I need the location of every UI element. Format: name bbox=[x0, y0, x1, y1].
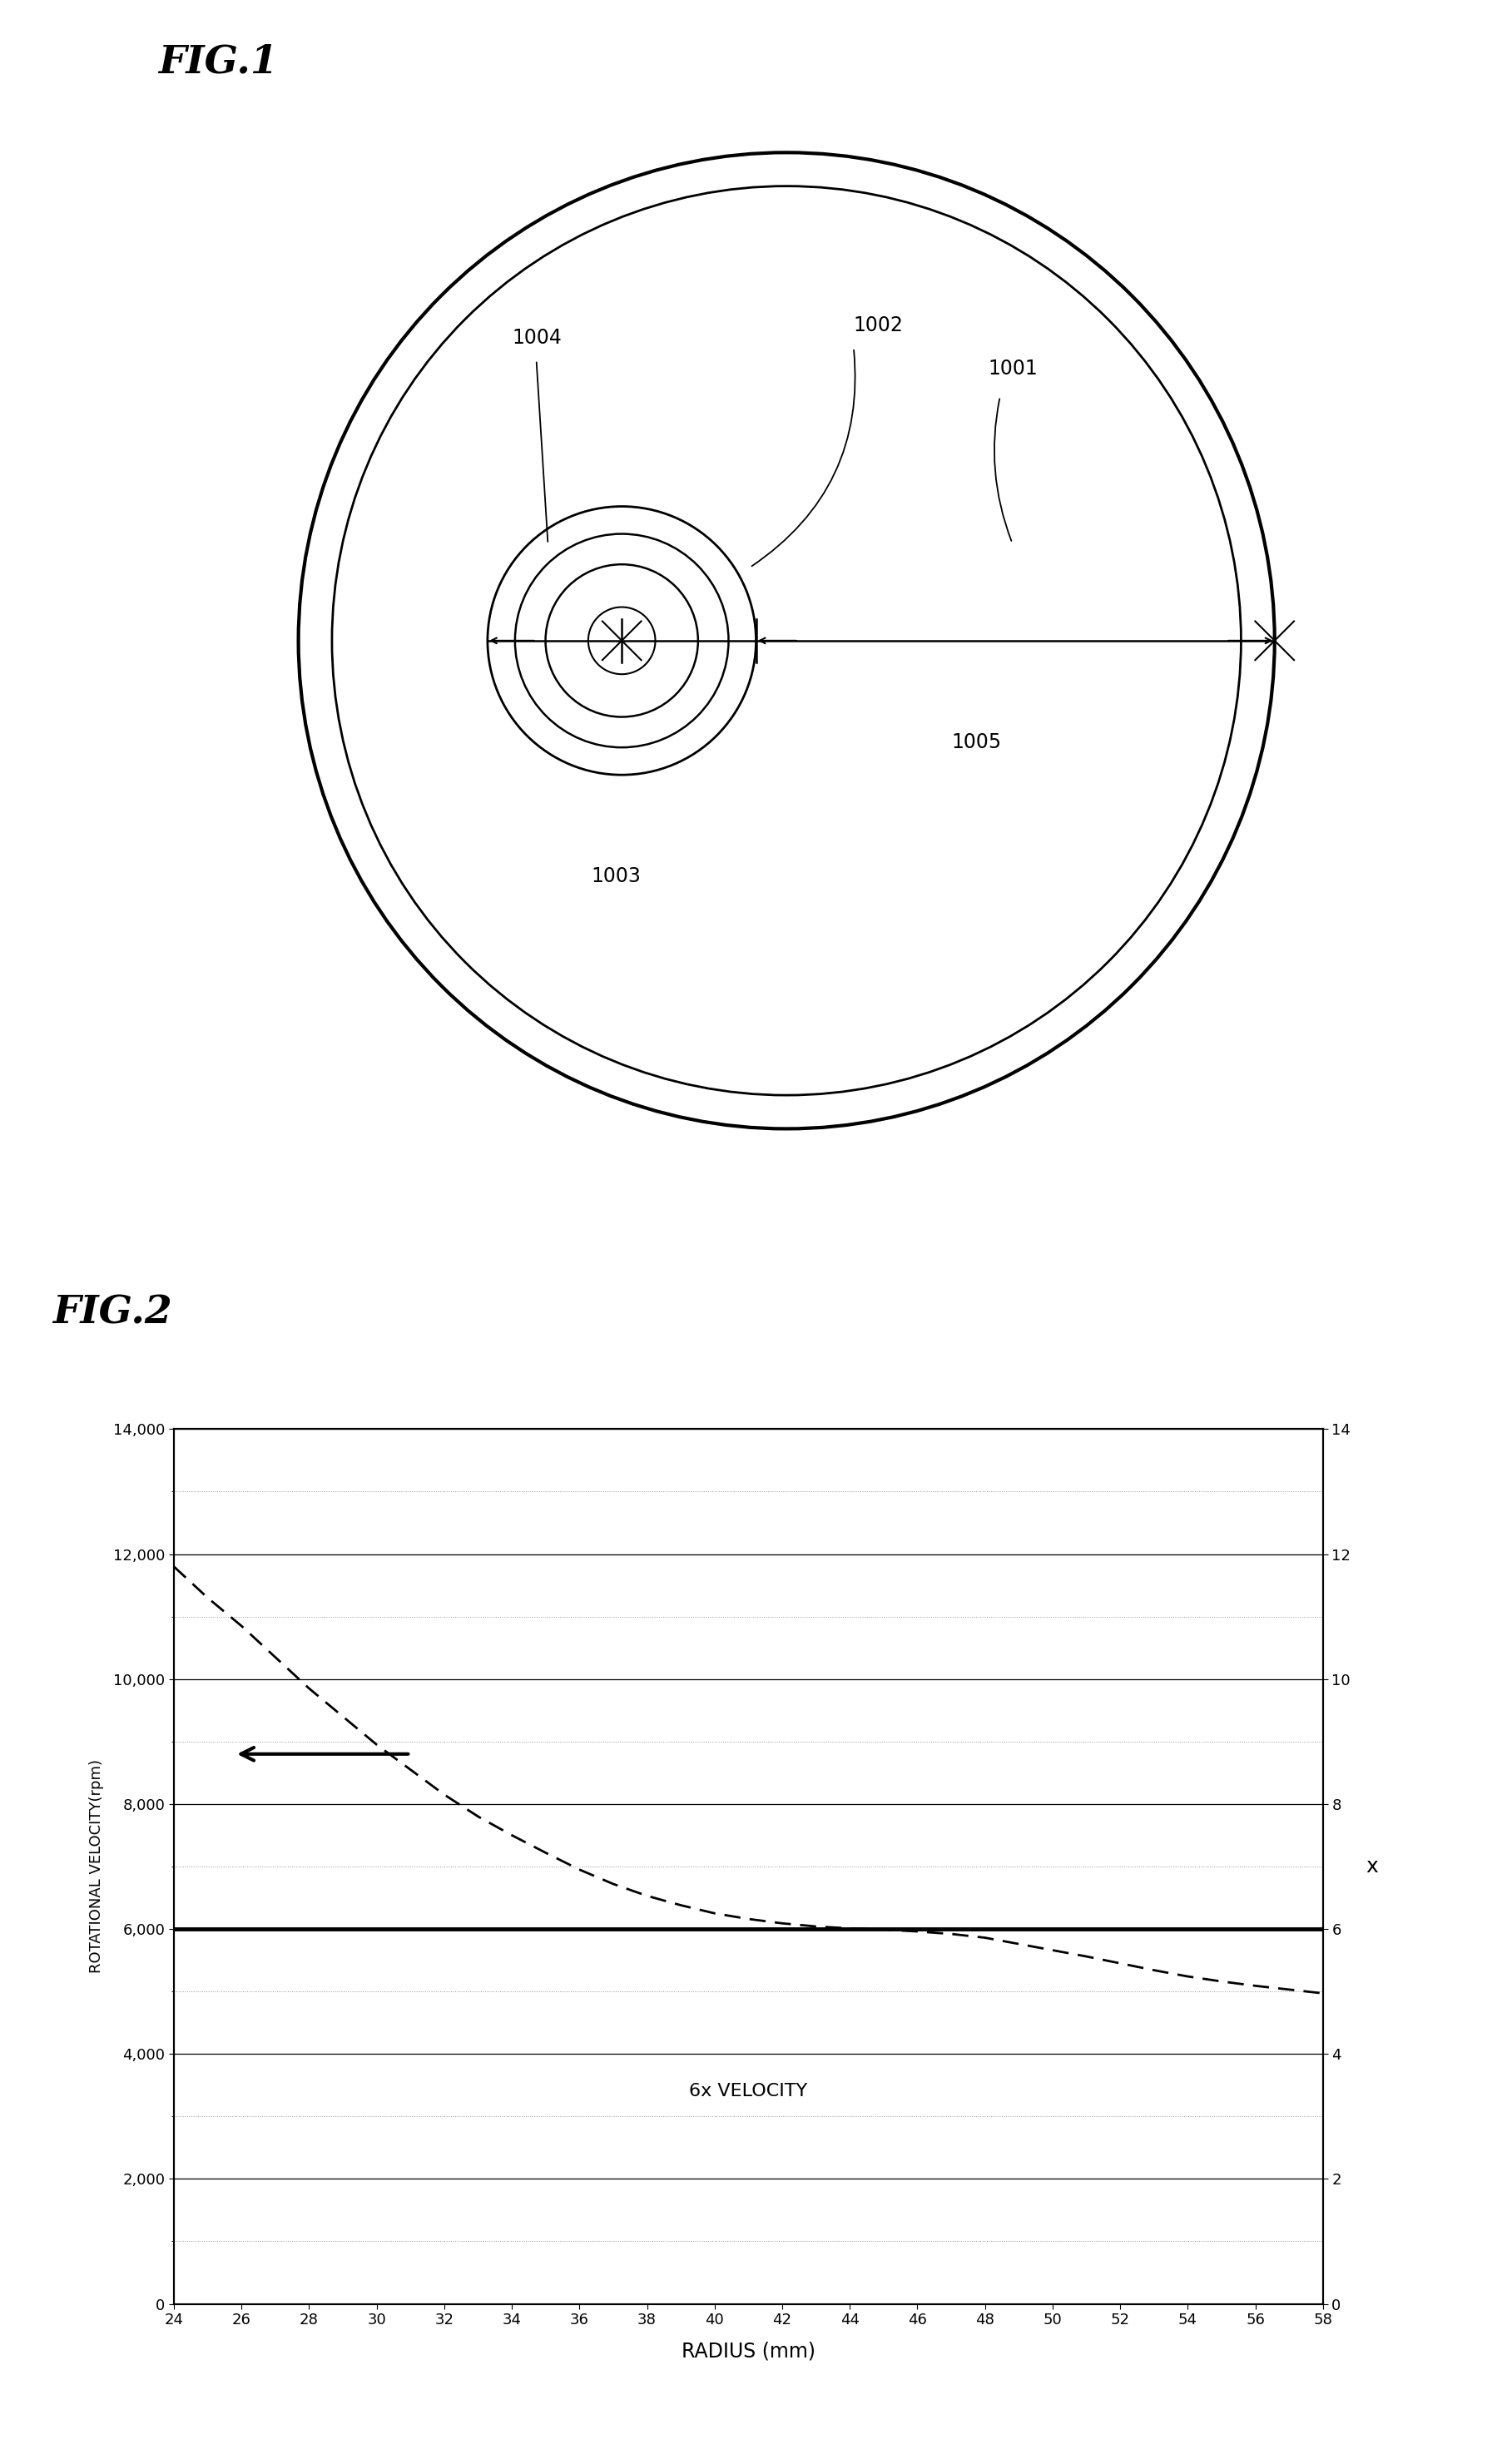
X-axis label: RADIUS (mm): RADIUS (mm) bbox=[682, 2341, 815, 2361]
Text: 6x VELOCITY: 6x VELOCITY bbox=[689, 2082, 807, 2099]
Y-axis label: x: x bbox=[1365, 1855, 1377, 1878]
Text: FIG.2: FIG.2 bbox=[53, 1294, 172, 1333]
Text: 1002: 1002 bbox=[854, 315, 904, 335]
Text: 1001: 1001 bbox=[987, 357, 1037, 379]
Text: 1005: 1005 bbox=[951, 732, 1001, 752]
Text: FIG.1: FIG.1 bbox=[159, 42, 278, 81]
Y-axis label: ROTATIONAL VELOCITY(rpm): ROTATIONAL VELOCITY(rpm) bbox=[89, 1759, 104, 1974]
Text: 1004: 1004 bbox=[513, 328, 562, 347]
Text: 1003: 1003 bbox=[591, 867, 641, 887]
